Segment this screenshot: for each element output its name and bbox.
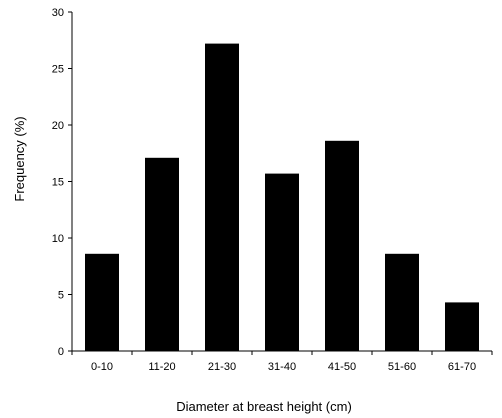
x-tick-label: 0-10	[91, 361, 113, 373]
bars-group	[85, 43, 479, 351]
bar-41-50	[325, 140, 359, 351]
x-axis-title: Diameter at breast height (cm)	[176, 399, 352, 414]
bar-21-30	[205, 43, 239, 351]
x-tick-label: 41-50	[328, 361, 356, 373]
x-tick-label: 51-60	[388, 361, 416, 373]
x-tick-label: 21-30	[208, 361, 236, 373]
y-tick-label: 30	[52, 7, 64, 19]
x-tick-label: 61-70	[448, 361, 476, 373]
bar-51-60	[385, 253, 419, 351]
y-tick-label: 20	[52, 120, 64, 132]
y-tick-label: 15	[52, 177, 64, 189]
y-ticks-group: 0 5 10 15 20 25 30	[52, 7, 72, 358]
bar-11-20	[145, 157, 179, 351]
x-tick-label: 11-20	[148, 361, 175, 373]
x-ticks-group: 0-10 11-20 21-30 31-40 41-50 51-60 61-70	[71, 351, 493, 373]
bar-31-40	[265, 173, 299, 351]
bar-0-10	[85, 253, 119, 351]
y-tick-label: 5	[58, 290, 64, 302]
bar-61-70	[445, 302, 479, 351]
y-tick-label: 10	[52, 233, 64, 245]
x-tick-label: 31-40	[268, 361, 296, 373]
y-tick-label: 25	[52, 64, 64, 76]
y-axis-title: Frequency (%)	[12, 116, 27, 201]
y-tick-label: 0	[58, 346, 64, 358]
